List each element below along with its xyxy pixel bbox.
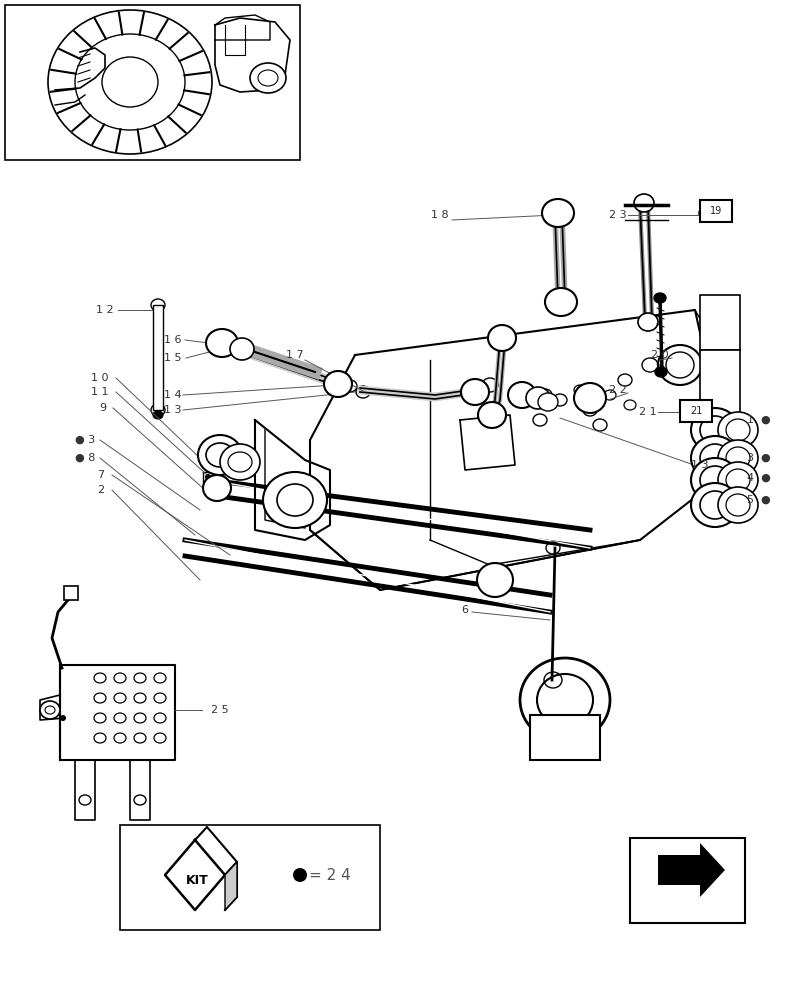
Bar (120, 825, 380, 930)
Text: 1  ●: 1 ● (739, 415, 770, 425)
Ellipse shape (250, 63, 286, 93)
Ellipse shape (526, 387, 550, 409)
Text: 1 3: 1 3 (692, 460, 709, 470)
Bar (700, 200, 732, 222)
Ellipse shape (638, 313, 658, 331)
Ellipse shape (537, 674, 593, 726)
Bar (700, 350, 740, 480)
Ellipse shape (198, 435, 242, 475)
Ellipse shape (324, 371, 352, 397)
Ellipse shape (726, 469, 750, 491)
Text: 19: 19 (710, 206, 722, 216)
Ellipse shape (203, 475, 231, 501)
Bar (530, 715, 600, 760)
Ellipse shape (691, 458, 739, 502)
Ellipse shape (102, 57, 158, 107)
Ellipse shape (461, 379, 489, 405)
Ellipse shape (545, 288, 577, 316)
Bar (153, 305, 163, 410)
Text: 3  ●: 3 ● (739, 453, 770, 463)
Ellipse shape (520, 658, 610, 742)
Ellipse shape (230, 338, 254, 360)
Ellipse shape (718, 487, 758, 523)
Ellipse shape (48, 10, 212, 154)
Text: 5  ●: 5 ● (739, 495, 770, 505)
Ellipse shape (228, 452, 252, 472)
Ellipse shape (574, 383, 606, 413)
Text: 2 3: 2 3 (609, 210, 627, 220)
Ellipse shape (718, 462, 758, 498)
Ellipse shape (356, 386, 370, 398)
Polygon shape (225, 862, 237, 910)
Ellipse shape (655, 367, 667, 377)
Bar (5, 5, 300, 160)
Ellipse shape (293, 868, 307, 882)
Text: 21: 21 (690, 406, 702, 416)
Text: 1 4: 1 4 (164, 390, 182, 400)
Text: 4  ●: 4 ● (739, 473, 771, 483)
Text: 2 2: 2 2 (609, 385, 627, 395)
Ellipse shape (220, 444, 260, 480)
Ellipse shape (478, 402, 506, 428)
Ellipse shape (700, 444, 730, 472)
Ellipse shape (700, 466, 730, 494)
Bar (680, 400, 712, 422)
Text: KIT: KIT (186, 874, 208, 886)
Ellipse shape (343, 380, 357, 392)
Polygon shape (658, 843, 725, 897)
Text: 1 6: 1 6 (164, 335, 182, 345)
Ellipse shape (60, 715, 66, 721)
Ellipse shape (718, 440, 758, 476)
Text: 2: 2 (91, 485, 105, 495)
Text: 7: 7 (91, 470, 105, 480)
Ellipse shape (726, 447, 750, 469)
Ellipse shape (691, 408, 739, 452)
Ellipse shape (277, 484, 313, 516)
Ellipse shape (726, 494, 750, 516)
Text: 6: 6 (455, 605, 469, 615)
Ellipse shape (538, 393, 558, 411)
Text: = 2 4: = 2 4 (309, 867, 351, 882)
Text: 2 1: 2 1 (639, 407, 657, 417)
Ellipse shape (634, 194, 654, 212)
Bar (700, 295, 740, 350)
Ellipse shape (205, 474, 211, 480)
Text: 1 2: 1 2 (96, 305, 114, 315)
Ellipse shape (700, 491, 730, 519)
Text: 2 5: 2 5 (211, 705, 229, 715)
Ellipse shape (700, 416, 730, 444)
Ellipse shape (477, 563, 513, 597)
Text: 9: 9 (93, 403, 107, 413)
Ellipse shape (691, 436, 739, 480)
Ellipse shape (263, 472, 327, 528)
Ellipse shape (206, 443, 234, 467)
Text: 1 7: 1 7 (286, 350, 304, 360)
Ellipse shape (75, 34, 185, 130)
Text: 1 1: 1 1 (91, 387, 109, 397)
Ellipse shape (258, 70, 278, 86)
Ellipse shape (726, 419, 750, 441)
Bar (630, 838, 745, 923)
Ellipse shape (691, 483, 739, 527)
Text: 1 3: 1 3 (164, 405, 182, 415)
Ellipse shape (654, 293, 666, 303)
Ellipse shape (508, 382, 536, 408)
Ellipse shape (153, 411, 163, 419)
Text: 1 8: 1 8 (431, 210, 448, 220)
Ellipse shape (542, 199, 574, 227)
Text: ● 8: ● 8 (75, 453, 95, 463)
Text: 1 0: 1 0 (91, 373, 109, 383)
Ellipse shape (206, 329, 238, 357)
Ellipse shape (40, 701, 60, 719)
Text: ● 3: ● 3 (75, 435, 95, 445)
Text: 2 0: 2 0 (651, 350, 669, 360)
Ellipse shape (718, 412, 758, 448)
Bar (64, 586, 78, 600)
Text: 1 5: 1 5 (164, 353, 182, 363)
Ellipse shape (488, 325, 516, 351)
